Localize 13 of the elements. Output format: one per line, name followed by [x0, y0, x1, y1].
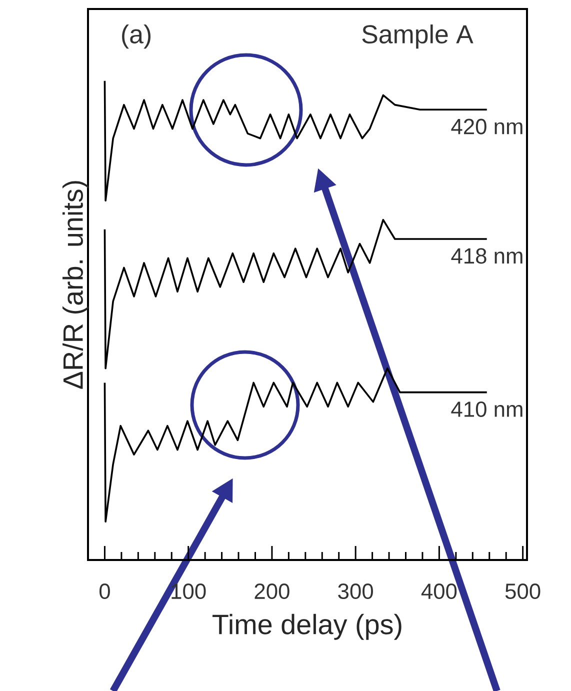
series-label: 420 nm — [451, 118, 522, 134]
x-tick-label: 0 — [99, 584, 110, 600]
series-label: 410 nm — [451, 401, 522, 418]
x-axis-title: Time delay (ps) — [212, 614, 402, 640]
y-axis-title: ΔR/R (arb. units) — [62, 181, 88, 389]
series-label: 418 nm — [451, 248, 522, 264]
text: Sample A — [362, 24, 474, 49]
text: (a) — [122, 24, 151, 49]
x-tick-label: 300 — [338, 584, 373, 600]
x-tick-label: 400 — [421, 584, 457, 600]
x-tick-label: 200 — [254, 584, 290, 600]
x-tick-label: 100 — [172, 584, 206, 600]
x-tick-label: 500 — [505, 584, 540, 600]
